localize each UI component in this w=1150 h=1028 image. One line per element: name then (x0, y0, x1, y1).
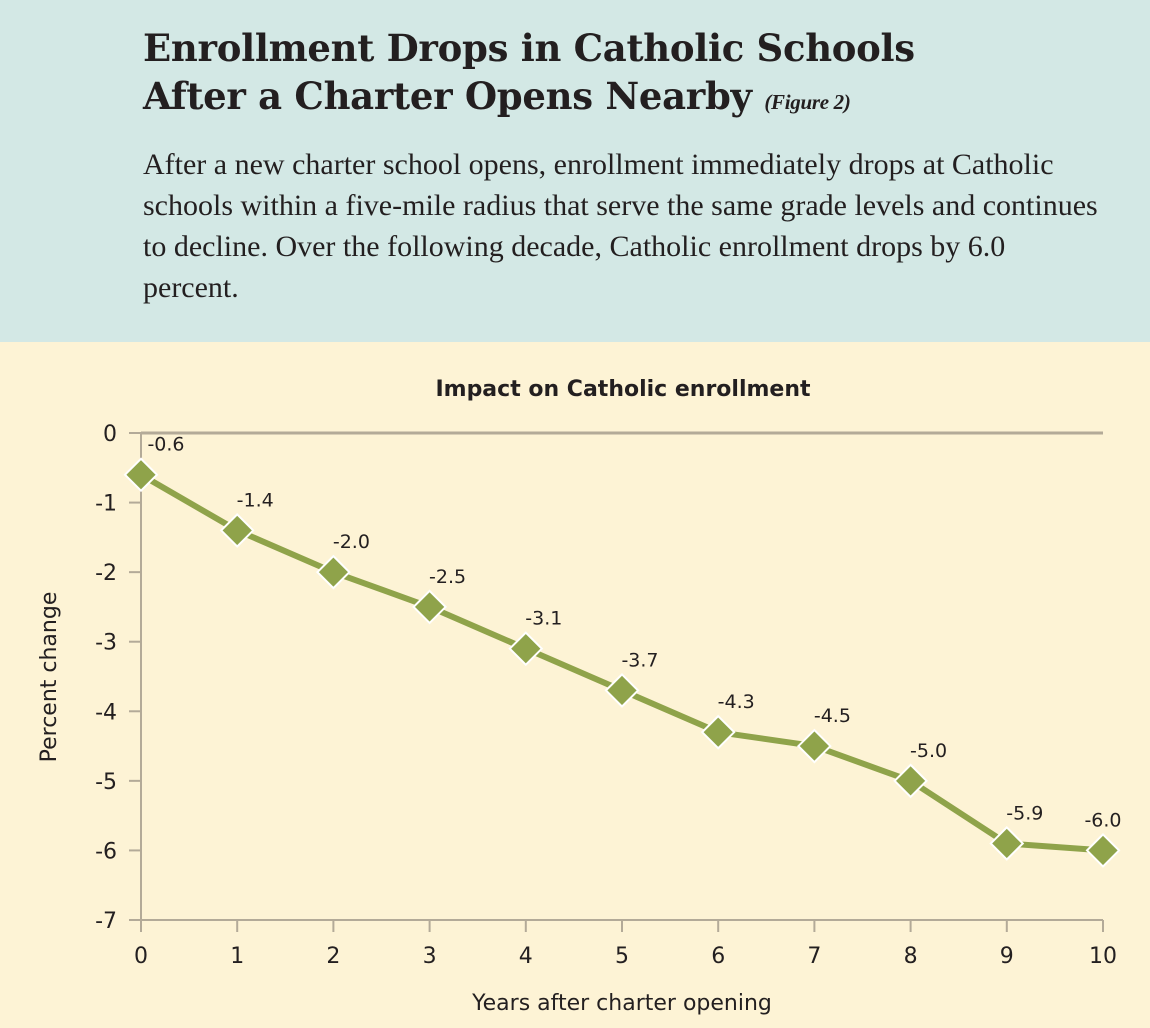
x-tick-label: 9 (1000, 944, 1014, 969)
data-label: -3.1 (525, 608, 562, 630)
data-label: -5.0 (910, 740, 947, 762)
data-point-marker (315, 554, 351, 590)
data-point-marker (123, 457, 159, 493)
data-label: -4.5 (814, 705, 851, 727)
y-tick-label: -4 (95, 700, 117, 725)
data-point-marker (989, 826, 1025, 861)
x-tick-label: 10 (1089, 944, 1117, 969)
data-label: -4.3 (718, 691, 755, 713)
y-tick-label: -2 (95, 561, 117, 586)
x-axis-label: Years after charter opening (471, 991, 772, 1016)
data-point-marker (219, 512, 255, 548)
data-point-marker (412, 589, 448, 625)
data-point-marker (796, 728, 832, 764)
x-tick-label: 0 (134, 944, 148, 969)
chart-title: Impact on Catholic enrollment (435, 377, 811, 402)
header-panel: Enrollment Drops in Catholic Schools Aft… (0, 0, 1150, 342)
data-label: -2.5 (429, 566, 466, 588)
data-label: -5.9 (1006, 802, 1043, 824)
x-tick-label: 5 (615, 944, 629, 969)
y-tick-label: -7 (95, 909, 117, 934)
y-tick-label: -3 (95, 631, 117, 656)
data-point-marker (1085, 833, 1121, 868)
data-label: -1.4 (237, 489, 274, 511)
x-tick-label: 8 (904, 944, 918, 969)
figure-label: (Figure 2) (764, 90, 851, 114)
headline-line-2: After a Charter Opens Nearby (Figure 2) (143, 72, 915, 126)
x-tick-label: 1 (230, 944, 244, 969)
y-tick-label: -6 (95, 839, 117, 864)
data-point-marker (893, 763, 929, 799)
data-point-marker (604, 673, 640, 708)
x-tick-label: 3 (423, 944, 437, 969)
y-tick-label: -5 (95, 770, 117, 795)
data-point-marker (508, 631, 544, 667)
x-tick-label: 7 (807, 944, 821, 969)
x-tick-label: 2 (326, 944, 340, 969)
description: After a new charter school opens, enroll… (143, 148, 1098, 304)
data-label: -3.7 (621, 649, 658, 671)
x-tick-label: 6 (711, 944, 725, 969)
data-label: -0.6 (147, 434, 184, 456)
y-tick-label: 0 (103, 422, 117, 447)
data-point-marker (700, 714, 736, 750)
y-axis-label: Percent change (37, 592, 62, 763)
chart-headline: Enrollment Drops in Catholic Schools Aft… (143, 24, 915, 126)
y-tick-label: -1 (95, 492, 117, 517)
headline-line-1: Enrollment Drops in Catholic Schools (143, 26, 915, 70)
headline-line-2-text: After a Charter Opens Nearby (143, 74, 752, 118)
x-tick-label: 4 (519, 944, 533, 969)
data-label: -6.0 (1084, 809, 1121, 831)
data-label: -2.0 (333, 531, 370, 553)
